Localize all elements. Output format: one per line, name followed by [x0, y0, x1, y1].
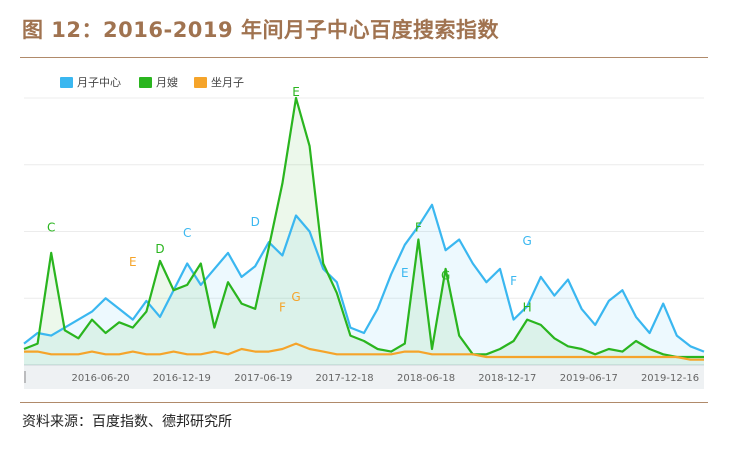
peak-label: G [291, 290, 300, 304]
x-tick-label: 2017-06-19 [234, 373, 292, 384]
x-tick-label: 2017-12-18 [315, 373, 373, 384]
x-tick-label: 2018-06-18 [397, 373, 455, 384]
figure-title: 图 12：2016-2019 年间月子中心百度搜索指数 [22, 18, 499, 42]
peak-label: F [279, 301, 286, 315]
legend-swatch [139, 77, 152, 88]
x-tick-label: 2019-12-16 [641, 373, 699, 384]
x-axis-band [24, 365, 704, 389]
x-tick-label: 2016-12-19 [153, 373, 211, 384]
peak-label: F [510, 274, 517, 288]
peak-label: E [129, 255, 137, 269]
series-line-2 [23, 96, 704, 359]
peak-label: D [155, 242, 164, 256]
peak-label: E [401, 266, 409, 280]
series-fill-2 [24, 98, 704, 365]
search-index-chart: C E D C D E F G E F G F G H 2016-06-20 2016-12-19 2017-0… [20, 70, 710, 400]
legend-swatch [60, 77, 73, 88]
series-fill-1 [24, 204, 704, 365]
source-note: 资料来源：百度指数、德邦研究所 [22, 414, 232, 430]
peak-label: E [292, 85, 300, 99]
series-line-3 [24, 342, 704, 361]
peak-label: G [441, 269, 450, 283]
source-divider [20, 402, 708, 403]
legend-swatch [194, 77, 207, 88]
peak-label: G [523, 234, 532, 248]
legend-label: 月嫂 [156, 76, 178, 89]
x-tick-label: 2016-06-20 [72, 373, 130, 384]
peak-label: C [47, 221, 55, 235]
series-line-1 [23, 203, 705, 353]
title-divider [20, 57, 708, 58]
peak-label: H [523, 301, 532, 315]
legend-label: 月子中心 [77, 76, 121, 89]
peak-label: F [415, 221, 422, 235]
x-tick-label: 2018-12-17 [478, 373, 536, 384]
x-tick-label: 2019-06-17 [560, 373, 618, 384]
legend-label: 坐月子 [211, 76, 244, 89]
peak-label: C [183, 226, 191, 240]
peak-label: D [251, 215, 260, 229]
